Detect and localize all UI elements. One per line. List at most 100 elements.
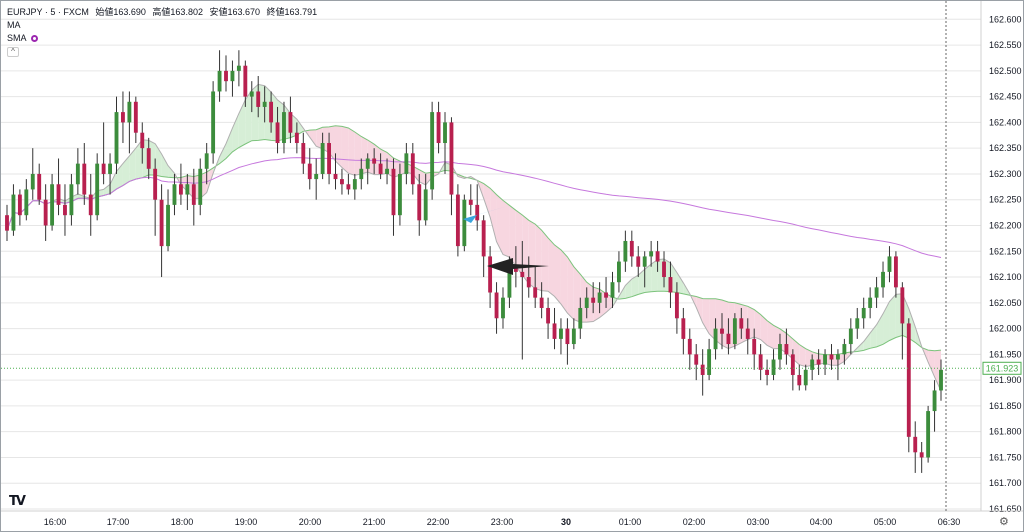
ma-cloud-segment: [367, 139, 375, 175]
candle-body: [559, 328, 563, 339]
candle-body: [687, 338, 692, 355]
ma-cloud-segment: [754, 309, 761, 340]
candle-body: [823, 354, 827, 365]
ma-cloud-segment: [341, 126, 349, 174]
candle-body: [784, 344, 789, 355]
ma-cloud-segment: [593, 287, 600, 322]
collapse-legend-button[interactable]: ^: [7, 47, 19, 57]
candle-body: [636, 256, 641, 267]
ma-cloud-segment: [103, 184, 111, 196]
candle-body: [913, 436, 918, 453]
candle-body: [288, 112, 293, 133]
y-tick-label: 162.250: [989, 195, 1022, 205]
candle-body: [404, 153, 409, 174]
ma-cloud-segment: [870, 324, 877, 349]
candle-body: [887, 256, 892, 272]
ma-cloud-segment: [528, 220, 536, 289]
candle-body: [481, 220, 486, 257]
candle-body: [771, 359, 776, 375]
sma-label: SMA: [7, 33, 27, 43]
candle-body: [655, 251, 660, 262]
candle-body: [507, 266, 512, 298]
y-tick-label: 161.800: [989, 427, 1022, 437]
candle-body: [455, 194, 460, 247]
candle-body: [56, 184, 61, 205]
candle-body: [133, 101, 138, 133]
candle-body: [765, 369, 770, 375]
x-tick-label: 16:00: [44, 517, 67, 527]
ma-cloud-segment: [586, 282, 594, 323]
candle-body: [307, 163, 312, 180]
candle-body: [681, 318, 686, 339]
indicator-ma[interactable]: MA: [7, 19, 321, 32]
candle-body: [932, 390, 937, 412]
ma-cloud-segment: [122, 155, 130, 186]
candle-body: [69, 184, 74, 216]
x-tick-label: 23:00: [491, 517, 514, 527]
candle-body: [475, 204, 480, 221]
y-tick-label: 162.550: [989, 40, 1022, 50]
candle-body: [211, 91, 216, 154]
y-tick-label: 161.950: [989, 349, 1022, 359]
y-tick-label: 162.350: [989, 143, 1022, 153]
close-value: 終値163.791: [266, 7, 318, 17]
ma-cloud-segment: [889, 294, 896, 341]
ma-cloud-segment: [168, 165, 175, 178]
ma-cloud-segment: [515, 210, 523, 276]
candle-body: [249, 91, 254, 97]
candle-body: [256, 91, 261, 107]
candle-body: [629, 240, 634, 257]
candle-body: [604, 292, 608, 298]
candle-body: [855, 318, 860, 329]
slow-ma-line: [6, 125, 942, 356]
ma-cloud-segment: [651, 259, 658, 292]
ma-cloud-segment: [773, 325, 780, 349]
candle-body: [114, 112, 119, 164]
candle-body: [327, 143, 332, 174]
ma-cloud-segment: [863, 333, 871, 351]
candle-body: [893, 256, 898, 288]
x-tick-label: 21:00: [363, 517, 386, 527]
candle-body: [88, 194, 93, 216]
candle-body: [526, 277, 531, 288]
y-tick-label: 161.700: [989, 478, 1022, 488]
candle-body: [674, 292, 679, 319]
settings-icon[interactable]: ⚙: [999, 516, 1009, 528]
y-tick-label: 161.750: [989, 452, 1022, 462]
ma-cloud-segment: [296, 119, 304, 136]
ma-cloud-segment: [483, 183, 491, 218]
black-arrow-annotation: [487, 258, 549, 275]
candle-body: [906, 323, 911, 437]
candle-body: [191, 184, 196, 205]
indicator-sma[interactable]: SMA: [7, 32, 321, 45]
ma-cloud-segment: [309, 129, 317, 147]
candle-body: [539, 297, 544, 308]
symbol-label[interactable]: EURJPY · 5 · FXCM: [7, 7, 89, 17]
candle-body: [926, 411, 931, 458]
candle-body: [359, 168, 364, 180]
ma-cloud-segment: [226, 128, 233, 159]
chart-legend: EURJPY · 5 · FXCM 始値163.690 高値163.802 安値…: [7, 6, 321, 57]
candle-body: [397, 173, 402, 216]
blue-arrow-annotation: [463, 205, 511, 223]
tradingview-logo-icon[interactable]: TV: [9, 494, 26, 509]
candle-body: [204, 153, 209, 169]
x-tick-label: 22:00: [427, 517, 450, 527]
ma-cloud-segment: [928, 350, 935, 377]
candle-body: [720, 328, 724, 334]
candle-body: [333, 173, 338, 180]
ma-cloud-segment: [883, 301, 890, 345]
candle-body: [236, 65, 241, 71]
ma-cloud-segment: [232, 113, 239, 152]
candle-body: [752, 338, 757, 355]
ma-cloud-segment: [644, 264, 652, 293]
candle-body: [159, 199, 164, 247]
y-tick-label: 162.450: [989, 92, 1022, 102]
candle-body: [108, 163, 112, 174]
candle-body: [385, 168, 389, 174]
candle-body: [127, 101, 132, 123]
candle-body: [610, 282, 615, 298]
candle-body: [230, 70, 235, 82]
